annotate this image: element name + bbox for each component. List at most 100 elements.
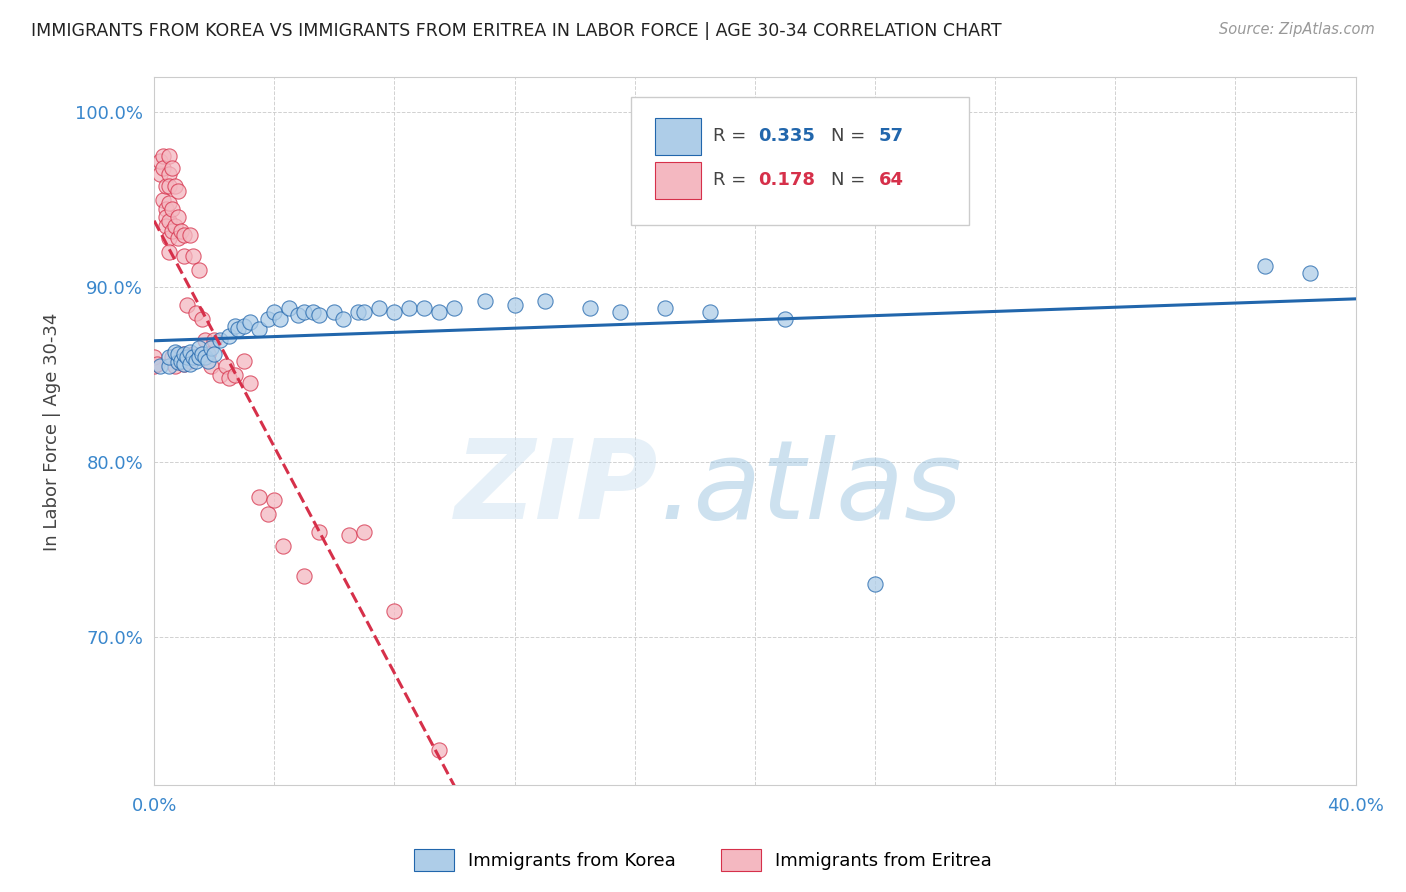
Point	[533, 294, 555, 309]
Point	[384, 604, 406, 618]
Point	[398, 301, 420, 316]
Legend: Immigrants from Korea, Immigrants from Eritrea: Immigrants from Korea, Immigrants from E…	[406, 842, 1000, 879]
Point	[302, 304, 325, 318]
Point	[197, 353, 219, 368]
Point	[167, 211, 190, 225]
Point	[654, 301, 676, 316]
Point	[157, 196, 180, 211]
Point	[218, 329, 240, 343]
Text: 57: 57	[879, 128, 904, 145]
Point	[429, 304, 451, 318]
Point	[157, 350, 180, 364]
Point	[308, 308, 330, 322]
Point	[170, 353, 193, 368]
Point	[186, 353, 208, 368]
Point	[165, 219, 187, 233]
Point	[188, 342, 211, 356]
Point	[149, 167, 172, 181]
Point	[384, 304, 406, 318]
Point	[194, 333, 217, 347]
Point	[292, 304, 315, 318]
Point	[170, 353, 193, 368]
Point	[247, 322, 270, 336]
Text: N =: N =	[831, 128, 870, 145]
Point	[257, 508, 280, 522]
Point	[257, 311, 280, 326]
Point	[176, 350, 198, 364]
FancyBboxPatch shape	[655, 118, 700, 154]
Point	[179, 345, 201, 359]
Point	[233, 318, 256, 333]
Point	[218, 371, 240, 385]
Point	[179, 353, 201, 368]
Text: IMMIGRANTS FROM KOREA VS IMMIGRANTS FROM ERITREA IN LABOR FORCE | AGE 30-34 CORR: IMMIGRANTS FROM KOREA VS IMMIGRANTS FROM…	[31, 22, 1001, 40]
Point	[143, 350, 166, 364]
Point	[233, 353, 256, 368]
Point	[173, 249, 195, 263]
Point	[429, 743, 451, 757]
Text: 0.178: 0.178	[758, 171, 815, 189]
Point	[578, 301, 600, 316]
Point	[149, 154, 172, 169]
Point	[155, 211, 177, 225]
Point	[191, 311, 214, 326]
FancyBboxPatch shape	[655, 161, 700, 199]
Text: N =: N =	[831, 171, 870, 189]
Point	[773, 311, 796, 326]
Point	[186, 306, 208, 320]
Point	[167, 353, 190, 368]
Point	[165, 345, 187, 359]
Point	[160, 161, 183, 176]
Point	[263, 304, 285, 318]
Point	[181, 346, 204, 360]
Point	[323, 304, 346, 318]
Point	[176, 298, 198, 312]
Point	[202, 333, 225, 347]
Point	[167, 184, 190, 198]
Point	[368, 301, 391, 316]
Point	[152, 161, 174, 176]
Text: 64: 64	[879, 171, 904, 189]
Point	[353, 524, 375, 539]
Point	[699, 304, 721, 318]
Point	[188, 262, 211, 277]
Point	[157, 178, 180, 193]
Point	[152, 149, 174, 163]
Point	[271, 539, 294, 553]
Point	[167, 231, 190, 245]
Point	[239, 315, 262, 329]
Point	[292, 568, 315, 582]
Point	[200, 359, 222, 373]
Point	[179, 357, 201, 371]
Text: 0.335: 0.335	[758, 128, 815, 145]
Point	[197, 346, 219, 360]
Point	[332, 311, 354, 326]
Point	[157, 167, 180, 181]
Point	[173, 346, 195, 360]
Point	[347, 304, 370, 318]
Point	[179, 227, 201, 242]
Point	[165, 178, 187, 193]
Point	[1254, 259, 1277, 273]
Point	[149, 359, 172, 373]
Point	[202, 346, 225, 360]
Point	[160, 202, 183, 216]
Point	[157, 245, 180, 260]
Point	[443, 301, 465, 316]
Point	[173, 357, 195, 371]
Point	[167, 346, 190, 360]
Point	[160, 224, 183, 238]
Point	[209, 333, 232, 347]
Point	[173, 227, 195, 242]
Point	[226, 322, 249, 336]
Text: Source: ZipAtlas.com: Source: ZipAtlas.com	[1219, 22, 1375, 37]
Y-axis label: In Labor Force | Age 30-34: In Labor Force | Age 30-34	[44, 312, 60, 550]
Point	[143, 359, 166, 373]
FancyBboxPatch shape	[631, 96, 969, 225]
Point	[194, 350, 217, 364]
Text: R =: R =	[713, 128, 752, 145]
Point	[215, 359, 238, 373]
Point	[160, 350, 183, 364]
Point	[146, 357, 169, 371]
Point	[152, 193, 174, 207]
